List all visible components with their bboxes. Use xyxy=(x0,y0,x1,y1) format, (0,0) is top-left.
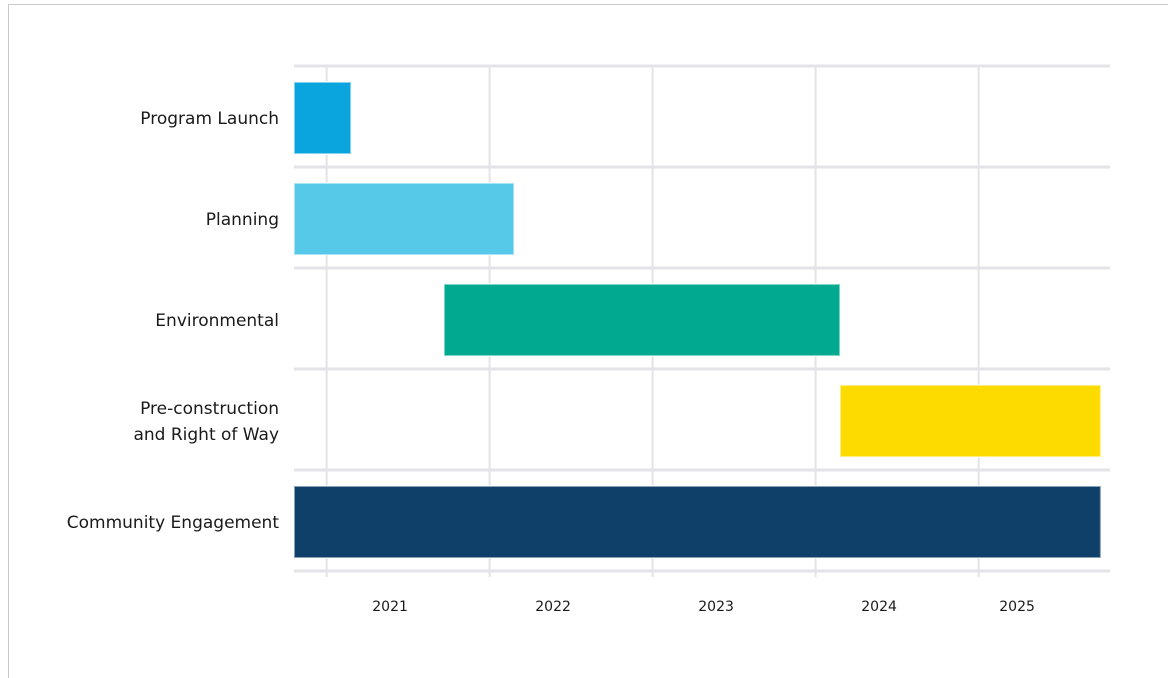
task-bar xyxy=(839,384,1102,458)
task-label: Pre-construction and Right of Way xyxy=(133,399,279,445)
task-label-line: Pre-construction xyxy=(140,399,279,419)
task-label-line: Program Launch xyxy=(140,109,279,129)
x-tick-label: 2023 xyxy=(698,599,734,615)
task-label-line: Community Engagement xyxy=(67,513,280,533)
x-tick-label: 2021 xyxy=(372,599,408,615)
task-label: Community Engagement xyxy=(67,513,280,533)
task-label-line: and Right of Way xyxy=(133,425,279,445)
x-tick-label: 2022 xyxy=(535,599,571,615)
x-tick-label: 2024 xyxy=(861,599,897,615)
label-layer: 2021 2022 2023 2024 2025 Program Launch Planni… xyxy=(67,109,1035,615)
task-label-line: Environmental xyxy=(155,311,279,331)
task-label: Environmental xyxy=(155,311,279,331)
x-tick-label: 2025 xyxy=(999,599,1035,615)
task-label-line: Planning xyxy=(206,210,279,230)
task-bar xyxy=(293,81,353,155)
task-label: Program Launch xyxy=(140,109,279,129)
task-bar xyxy=(293,182,516,256)
task-bar xyxy=(293,485,1102,559)
chart-frame xyxy=(8,4,1168,678)
bar-layer xyxy=(293,81,1102,559)
task-label: Planning xyxy=(206,210,279,230)
task-bar xyxy=(442,283,842,357)
